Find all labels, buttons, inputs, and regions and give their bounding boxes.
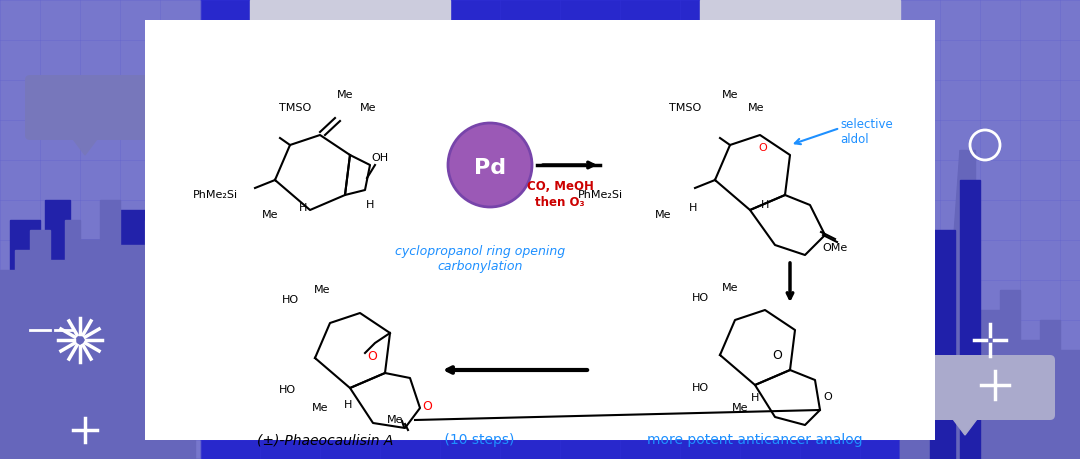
Bar xyxy=(249,0,450,50)
Text: Me: Me xyxy=(337,90,353,100)
Bar xyxy=(150,230,200,400)
FancyBboxPatch shape xyxy=(25,75,165,140)
Text: TMSO: TMSO xyxy=(279,103,311,113)
Bar xyxy=(700,0,900,50)
Bar xyxy=(10,220,40,400)
Text: Me: Me xyxy=(732,403,748,413)
Text: (±)-Phaeocaulisin A: (±)-Phaeocaulisin A xyxy=(257,433,393,447)
Polygon shape xyxy=(0,200,200,459)
Text: O: O xyxy=(758,143,768,153)
Bar xyxy=(114,210,150,400)
Bar xyxy=(45,200,70,400)
Text: OMe: OMe xyxy=(822,243,848,253)
Text: H: H xyxy=(366,200,374,210)
Text: PhMe₂Si: PhMe₂Si xyxy=(192,190,238,200)
Text: more potent anticancer analog: more potent anticancer analog xyxy=(647,433,863,447)
Circle shape xyxy=(448,123,532,207)
Text: O: O xyxy=(367,349,377,363)
Text: H: H xyxy=(689,203,698,213)
Text: O: O xyxy=(772,348,782,362)
Text: Me: Me xyxy=(314,285,330,295)
Bar xyxy=(145,20,935,440)
Text: Me: Me xyxy=(721,90,739,100)
Text: Me: Me xyxy=(360,103,376,113)
Bar xyxy=(960,180,980,459)
Text: Me: Me xyxy=(747,103,765,113)
Text: O: O xyxy=(824,392,833,402)
Text: PhMe₂Si: PhMe₂Si xyxy=(578,190,622,200)
Text: Me: Me xyxy=(261,210,279,220)
Text: (10 steps): (10 steps) xyxy=(440,433,514,447)
Text: H: H xyxy=(760,200,769,210)
Polygon shape xyxy=(950,415,980,435)
Bar xyxy=(900,0,1080,459)
Text: Me: Me xyxy=(387,415,403,425)
Text: HO: HO xyxy=(279,385,296,395)
Text: Me: Me xyxy=(654,210,672,220)
Text: Me: Me xyxy=(721,283,739,293)
Text: OH: OH xyxy=(372,153,389,163)
Bar xyxy=(930,230,955,459)
Text: Me: Me xyxy=(312,403,328,413)
Text: H: H xyxy=(343,400,352,410)
Text: TMSO: TMSO xyxy=(669,103,701,113)
Bar xyxy=(0,0,200,459)
Polygon shape xyxy=(940,150,980,459)
Text: H: H xyxy=(299,203,307,213)
Text: O: O xyxy=(422,399,432,413)
Bar xyxy=(72,240,112,400)
Text: HO: HO xyxy=(691,293,708,303)
FancyBboxPatch shape xyxy=(915,355,1055,420)
Text: HO: HO xyxy=(282,295,298,305)
Polygon shape xyxy=(900,150,1080,459)
Text: cyclopropanol ring opening
carbonylation: cyclopropanol ring opening carbonylation xyxy=(395,245,565,273)
Text: Pd: Pd xyxy=(474,158,507,178)
Text: H: H xyxy=(751,393,759,403)
Polygon shape xyxy=(70,135,100,155)
Text: selective
aldol: selective aldol xyxy=(840,118,893,146)
Text: HO: HO xyxy=(691,383,708,393)
Text: then O₃: then O₃ xyxy=(536,196,584,209)
Text: CO, MeOH: CO, MeOH xyxy=(527,180,593,193)
